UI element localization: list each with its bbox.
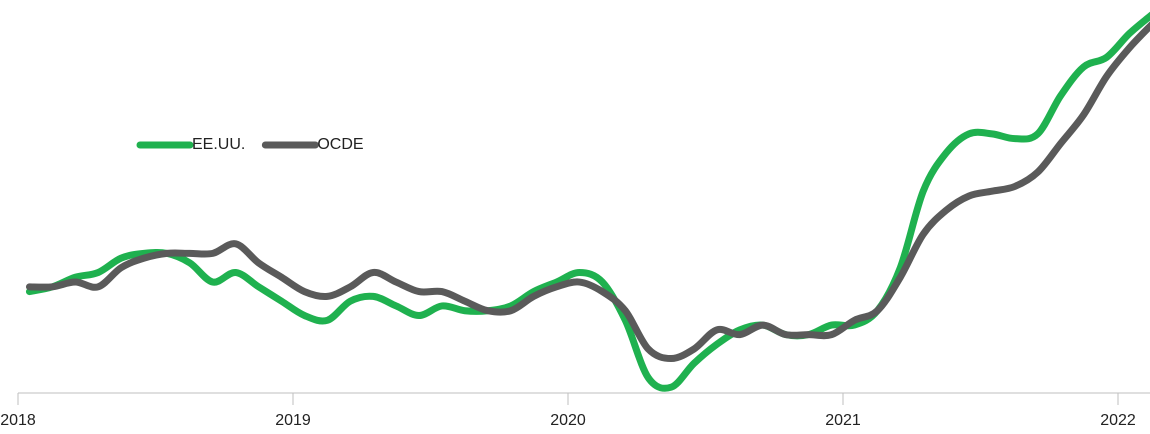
legend-label: OCDE [317,136,363,153]
x-tick-label: 2021 [825,412,861,429]
x-tick-label: 2019 [275,412,311,429]
x-tick-label: 2022 [1100,412,1136,429]
series-line [25,11,1150,392]
series-line [25,21,1150,363]
x-tick-label: 2018 [0,412,36,429]
legend-label: EE.UU. [192,136,245,153]
x-tick-label: 2020 [550,412,586,429]
